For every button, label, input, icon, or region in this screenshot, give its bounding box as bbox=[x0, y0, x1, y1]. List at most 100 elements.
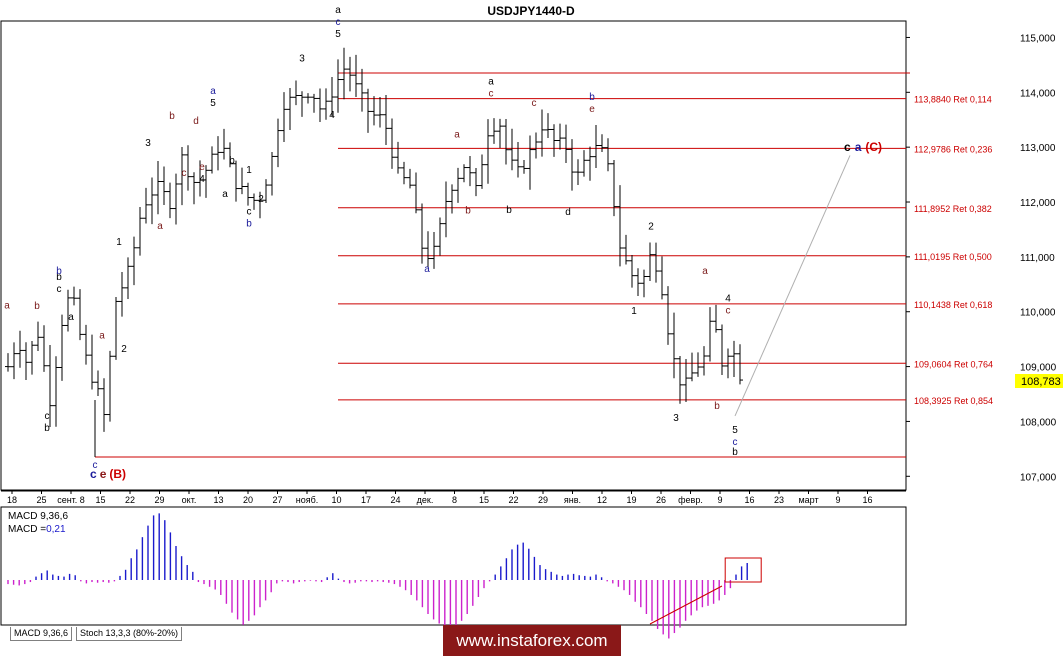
wave-label: b bbox=[34, 301, 40, 312]
date-tick-label: 16 bbox=[862, 495, 872, 505]
price-bar bbox=[611, 160, 617, 217]
macd-legend-2: MACD =0,21 bbox=[8, 524, 66, 535]
price-bar bbox=[515, 141, 521, 178]
fib-level-label: 113,8840 Ret 0,114 bbox=[914, 95, 992, 105]
wave-label: d bbox=[565, 207, 571, 218]
wave-label: a bbox=[488, 77, 494, 88]
date-tick-label: февр. bbox=[678, 495, 703, 505]
price-bar bbox=[221, 128, 227, 160]
date-tick-label: 17 bbox=[361, 495, 371, 505]
price-bar bbox=[329, 77, 335, 117]
price-bar bbox=[149, 177, 155, 225]
current-price-box bbox=[1015, 374, 1063, 388]
macd-histogram bbox=[7, 513, 762, 639]
price-bar bbox=[365, 88, 371, 133]
price-bar bbox=[605, 138, 611, 172]
projection-line bbox=[734, 155, 851, 417]
date-tick-label: 19 bbox=[626, 495, 636, 505]
price-tick-label: 115,000 bbox=[1020, 33, 1056, 44]
major-wave-labels: c c e (B) c a (C) bbox=[90, 140, 882, 481]
wave-label: 3 bbox=[145, 138, 151, 149]
price-bar bbox=[455, 167, 461, 203]
price-bar bbox=[569, 139, 575, 191]
price-bar bbox=[737, 344, 743, 385]
fibonacci-levels: 113,8840 Ret 0,114 112,9786 Ret 0,236 111,… bbox=[94, 72, 993, 458]
price-bar bbox=[77, 289, 83, 341]
wave-label: a bbox=[454, 129, 460, 140]
fib-level-label: 108,3925 Ret 0,854 bbox=[914, 396, 993, 406]
wave-label-c-black: c bbox=[844, 140, 851, 154]
price-bar bbox=[107, 350, 113, 422]
price-bar bbox=[467, 156, 473, 187]
wave-label: a bbox=[702, 266, 708, 277]
price-bar bbox=[419, 203, 425, 264]
price-bar bbox=[185, 145, 191, 191]
price-bar bbox=[269, 152, 275, 196]
wave-label: b bbox=[229, 156, 235, 167]
price-bar bbox=[227, 142, 233, 168]
divergence-line bbox=[649, 585, 723, 625]
price-bar bbox=[527, 135, 533, 190]
date-tick-label: 10 bbox=[331, 495, 341, 505]
price-bar bbox=[323, 88, 329, 120]
price-bar bbox=[599, 134, 605, 153]
wave-label: a bbox=[157, 221, 163, 232]
price-bar bbox=[131, 236, 137, 286]
fib-level-label: 109,0604 Ret 0,764 bbox=[914, 359, 993, 369]
wave-label: b bbox=[589, 92, 595, 103]
date-tick-label: нояб. bbox=[296, 495, 319, 505]
price-bar bbox=[59, 314, 65, 381]
price-bar bbox=[137, 207, 143, 256]
wave-label: a bbox=[99, 331, 105, 342]
date-tick-label: 15 bbox=[95, 495, 105, 505]
price-bar bbox=[725, 348, 731, 379]
price-bar bbox=[575, 159, 581, 186]
price-bar bbox=[17, 330, 23, 368]
wave-label: c bbox=[247, 207, 252, 218]
wave-label: b bbox=[246, 219, 252, 230]
wave-label: b bbox=[465, 206, 471, 217]
price-bar bbox=[551, 124, 557, 157]
wave-label-c-e-b: c e (B) bbox=[90, 467, 126, 481]
fib-level-label: 111,8952 Ret 0,382 bbox=[914, 204, 992, 214]
price-bar bbox=[695, 352, 701, 377]
price-bar bbox=[479, 154, 485, 189]
wave-label: 3 bbox=[299, 54, 305, 65]
price-tick-label: 114,000 bbox=[1020, 88, 1056, 99]
price-bar bbox=[71, 286, 77, 306]
price-bar bbox=[161, 166, 167, 205]
wave-label: 5 bbox=[210, 98, 216, 109]
price-bar bbox=[383, 95, 389, 145]
price-bar bbox=[647, 242, 653, 282]
date-tick-label: дек. bbox=[417, 495, 434, 505]
tab-stochastic[interactable]: Stoch 13,3,3 (80%-20%) bbox=[76, 627, 183, 641]
date-tick-label: 18 bbox=[7, 495, 17, 505]
wave-label: c bbox=[489, 89, 494, 100]
tab-macd[interactable]: MACD 9,36,6 bbox=[10, 627, 73, 641]
price-bar bbox=[179, 147, 185, 206]
price-bar bbox=[623, 234, 629, 265]
wave-label-c-blue: c bbox=[93, 460, 98, 471]
price-axis: 115,000 114,000 113,000 112,000 111,000 110,0… bbox=[906, 33, 1057, 483]
price-bar bbox=[299, 91, 305, 117]
price-bar bbox=[731, 340, 737, 378]
price-bar bbox=[89, 334, 95, 390]
wave-label: b bbox=[714, 401, 720, 412]
wave-label: e bbox=[199, 162, 205, 173]
wave-label: 4 bbox=[329, 110, 335, 121]
price-bar bbox=[719, 324, 725, 375]
instaforex-banner[interactable]: www.instaforex.com bbox=[443, 625, 621, 656]
price-bar bbox=[707, 307, 713, 362]
wave-label: b bbox=[732, 447, 738, 458]
price-bar bbox=[395, 141, 401, 174]
date-tick-label: 25 bbox=[36, 495, 46, 505]
price-bar bbox=[401, 161, 407, 185]
fib-level-label: 111,0195 Ret 0,500 bbox=[914, 252, 992, 262]
price-bar bbox=[239, 167, 245, 195]
price-bar bbox=[497, 118, 503, 148]
price-bar bbox=[245, 182, 251, 206]
wave-label: 1 bbox=[116, 237, 122, 248]
price-bar bbox=[557, 123, 563, 150]
price-bar bbox=[635, 268, 641, 297]
price-bar bbox=[233, 160, 239, 202]
